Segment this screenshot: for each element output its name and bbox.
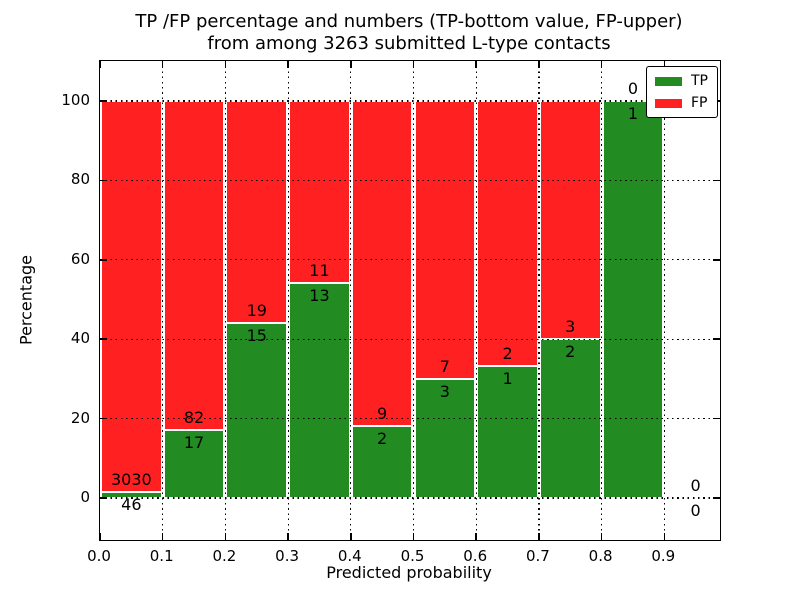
fp-bar: [414, 101, 476, 379]
x-tick-label: 0.9: [651, 547, 676, 565]
fp-count-label: 2: [502, 343, 513, 363]
y-tick-label: 40: [70, 329, 90, 348]
x-tick-mark: [224, 61, 227, 68]
fp-bar: [289, 101, 350, 283]
fp-bar: [351, 101, 413, 426]
x-tick-mark: [350, 533, 352, 540]
x-tick-mark: [663, 61, 666, 68]
fp-count-label: 9: [377, 403, 388, 423]
x-tick-mark: [161, 533, 164, 540]
x-tick-mark: [287, 533, 289, 540]
chart-title: TP /FP percentage and numbers (TP-bottom…: [99, 11, 719, 55]
x-tick-mark: [475, 61, 477, 68]
x-tick-mark: [412, 61, 415, 68]
tp-count-label: 46: [121, 495, 142, 515]
tp-count-label: 15: [246, 325, 267, 345]
x-tick-mark: [600, 61, 603, 68]
fp-legend-label: FP: [691, 95, 708, 111]
y-tick-label: 100: [61, 91, 90, 109]
tp-count-label: 17: [183, 432, 205, 452]
tp-legend-label: TP: [691, 73, 708, 89]
fp-count-label: 82: [183, 407, 205, 427]
tp-count-label: 2: [565, 342, 576, 362]
x-tick-label: 0.3: [275, 547, 300, 565]
tp-bar: [602, 101, 664, 498]
tp-legend-swatch-icon: [655, 76, 682, 86]
tp-count-label: 3: [439, 381, 450, 401]
legend-item-fp: FP: [655, 96, 708, 110]
y-tick-mark: [100, 417, 107, 420]
fp-count-label: 11: [309, 260, 330, 280]
x-tick-label: 0.6: [463, 547, 488, 565]
y-axis-label: Percentage: [16, 254, 36, 346]
fp-count-label: 3: [565, 317, 576, 337]
y-tick-label: 0: [80, 488, 90, 506]
x-tick-mark: [99, 61, 101, 68]
x-tick-mark: [224, 533, 227, 540]
x-tick-mark: [538, 533, 540, 540]
plot-area: 3030 46 82 17 19 15 11 13 9 2 7 3 2 1 3 2 0 1 0 0: [99, 60, 721, 541]
x-tick-mark: [663, 533, 666, 540]
x-tick-mark: [350, 61, 352, 68]
y-tick-mark: [100, 497, 107, 499]
fp-bar: [226, 101, 288, 323]
fp-count-label: 0: [627, 79, 639, 98]
y-tick-mark: [100, 338, 107, 340]
fp-count-label: 0: [690, 476, 701, 495]
tp-bar: [414, 378, 476, 498]
tp-bar: [539, 339, 601, 498]
y-tick-mark: [713, 338, 720, 340]
y-tick-mark: [713, 259, 720, 261]
fp-count-label: 3030: [110, 470, 152, 490]
tp-count-label: 2: [377, 428, 388, 448]
x-tick-label: 0.7: [525, 547, 550, 565]
fp-legend-swatch-icon: [655, 98, 682, 108]
tp-bar: [477, 365, 538, 498]
x-tick-mark: [475, 533, 477, 540]
tp-bar: [226, 322, 288, 498]
y-tick-mark: [713, 417, 720, 420]
fp-bar: [539, 101, 601, 340]
y-tick-mark: [100, 179, 107, 182]
x-tick-label: 0.4: [337, 547, 362, 565]
y-tick-mark: [100, 259, 107, 261]
tp-count-label: 1: [627, 104, 639, 123]
fp-bar: [163, 101, 225, 430]
chart-title-line1: TP /FP percentage and numbers (TP-bottom…: [135, 11, 683, 32]
chart-title-line2: from among 3263 submitted L-type contact…: [207, 33, 611, 54]
tp-bar: [289, 282, 350, 498]
x-tick-mark: [161, 61, 164, 68]
x-tick-label: 0.8: [588, 547, 613, 565]
y-tick-label: 80: [70, 170, 90, 189]
tp-count-label: 13: [309, 285, 330, 305]
v-gridline: [663, 61, 665, 540]
x-tick-mark: [99, 533, 101, 540]
y-tick-label: 20: [70, 408, 90, 427]
x-tick-mark: [600, 533, 603, 540]
y-tick-mark: [100, 100, 107, 102]
y-tick-label: 60: [70, 249, 90, 268]
legend: TP FP: [646, 66, 718, 118]
x-tick-mark: [412, 533, 415, 540]
x-tick-mark: [538, 61, 540, 68]
tp-count-label: 0: [690, 501, 701, 520]
x-tick-label: 0.2: [212, 547, 237, 565]
fp-bar: [101, 101, 162, 493]
tp-count-label: 1: [502, 368, 513, 388]
x-axis-label: Predicted probability: [326, 563, 492, 582]
tp-bar: [351, 425, 413, 498]
y-tick-mark: [713, 179, 720, 182]
x-tick-label: 0.1: [149, 547, 174, 565]
x-tick-label: 0.5: [400, 547, 425, 565]
legend-item-tp: TP: [655, 74, 708, 88]
x-tick-label: 0.0: [87, 547, 111, 565]
fp-bar: [477, 101, 538, 366]
fp-count-label: 19: [246, 300, 267, 320]
y-tick-mark: [713, 497, 720, 499]
x-tick-mark: [287, 61, 289, 68]
fp-count-label: 7: [439, 356, 450, 376]
